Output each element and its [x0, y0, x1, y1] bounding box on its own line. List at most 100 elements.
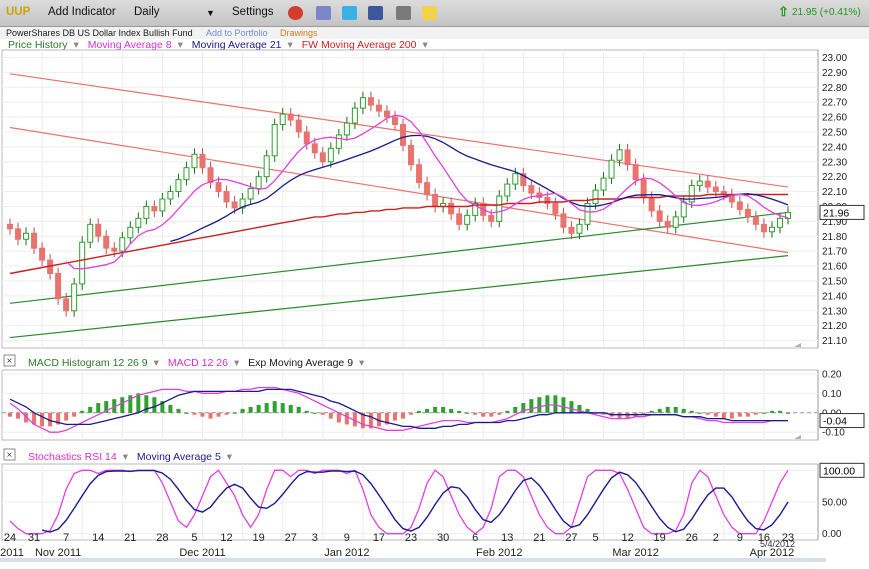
macd-histogram-bar	[401, 412, 406, 419]
chevron-down-icon[interactable]: ▾	[422, 39, 428, 51]
macd-panel-tick-label: 0.10	[822, 389, 842, 400]
channel-green-lower	[9, 255, 789, 339]
price-panel-tick-label: 21.60	[822, 262, 847, 273]
macd-histogram-bar	[569, 401, 574, 413]
channel-red-lower	[9, 126, 789, 254]
x-tick-label: 21	[124, 532, 136, 544]
legend-stoch-ma[interactable]: Moving Average 5	[136, 451, 221, 463]
macd-histogram-bar	[513, 406, 518, 413]
x-tick-label: 14	[92, 532, 104, 544]
candle-body	[528, 185, 535, 194]
macd-histogram-bar	[745, 412, 750, 417]
chevron-down-icon[interactable]: ▾	[359, 357, 365, 369]
ma21-line	[170, 134, 789, 243]
chevron-down-icon[interactable]: ▾	[226, 451, 233, 463]
legend-stoch-rsi[interactable]: Stochastics RSI 14	[28, 451, 117, 463]
macd-histogram-bar	[304, 410, 309, 413]
candle-body	[351, 107, 358, 124]
macd-histogram-bar	[368, 412, 373, 429]
candle-body	[199, 153, 206, 169]
candle-body	[424, 182, 431, 196]
x-tick-label: 6	[472, 532, 478, 544]
chevron-down-icon[interactable]: ▾	[73, 39, 79, 51]
alarm-clock-icon[interactable]	[288, 6, 303, 20]
macd-histogram-bar	[88, 406, 93, 413]
legend-macd-signal[interactable]: Exp Moving Average 9	[248, 357, 354, 369]
facebook-icon[interactable]	[368, 6, 383, 20]
candle-body	[712, 186, 719, 193]
chevron-down-icon[interactable]: ▾	[122, 451, 128, 463]
legend-ma200[interactable]: FW Moving Average 200	[301, 39, 417, 51]
legend-price-history[interactable]: Price History	[8, 39, 68, 51]
x-month-label: Nov 2011	[35, 547, 81, 559]
candle-body	[23, 232, 30, 240]
price-panel-tick-label: 22.20	[822, 172, 847, 183]
candle-body	[688, 185, 695, 203]
book-icon[interactable]	[316, 6, 331, 20]
legend-ma21[interactable]: Moving Average 21	[191, 39, 282, 51]
note-icon[interactable]	[422, 6, 437, 20]
symbol-label[interactable]: UUP	[6, 6, 31, 18]
candle-body	[616, 149, 623, 161]
macd-histogram-bar	[376, 412, 381, 427]
chevron-down-icon[interactable]: ▾	[287, 39, 293, 51]
x-tick-label: 21	[533, 532, 545, 544]
macd-histogram-bar	[601, 412, 606, 415]
candle-body	[47, 259, 54, 274]
settings-button[interactable]: Settings	[232, 6, 274, 18]
x-tick-label: 7	[63, 532, 69, 544]
macd-histogram-bar	[32, 412, 37, 425]
candle-body	[744, 208, 751, 218]
twitter-icon[interactable]	[342, 6, 357, 20]
candle-body	[95, 223, 102, 237]
candle-body	[408, 144, 415, 166]
candle-body	[672, 216, 679, 228]
price-panel-tick-label: 22.40	[822, 142, 847, 153]
stoch-last-value: 100.00	[823, 465, 855, 477]
chevron-down-icon[interactable]: ▾	[177, 39, 183, 51]
macd-last-value: -0.04	[823, 416, 847, 428]
macd-histogram-bar	[729, 412, 734, 419]
macd-histogram-bar	[529, 399, 534, 413]
chevron-down-icon[interactable]: ▼	[206, 8, 215, 18]
add-to-portfolio-link[interactable]: Add to Portfolio	[206, 28, 268, 38]
x-tick-label: 23	[782, 532, 794, 544]
macd-histogram-bar	[697, 412, 702, 414]
period-dropdown[interactable]: Daily	[134, 6, 160, 18]
candle-body	[71, 283, 78, 312]
candle-body	[79, 241, 86, 285]
add-indicator-button[interactable]: Add Indicator	[48, 6, 116, 18]
macd-histogram-bar	[465, 412, 470, 414]
drawings-link[interactable]: Drawings	[280, 28, 318, 38]
channel-green-upper	[9, 211, 789, 304]
printer-icon[interactable]	[396, 6, 411, 20]
macd-histogram-bar	[248, 406, 253, 413]
legend-macd-histogram[interactable]: MACD Histogram 12 26 9	[28, 357, 148, 369]
chevron-down-icon[interactable]: ▾	[233, 357, 240, 369]
macd-histogram-bar	[320, 412, 325, 415]
macd-panel-tick-label: -0.10	[822, 428, 845, 439]
macd-histogram-bar	[328, 412, 333, 419]
macd-histogram-bar	[553, 395, 558, 413]
candle-body	[279, 113, 286, 125]
price-panel-tick-label: 21.30	[822, 306, 847, 317]
macd-close-icon	[3, 354, 16, 367]
macd-panel-frame	[1, 369, 819, 441]
candle-body	[648, 197, 655, 212]
legend-ma8[interactable]: Moving Average 8	[87, 39, 172, 51]
candle-body	[456, 213, 463, 225]
x-tick-label: 5	[592, 532, 598, 544]
price-panel-tick-label: 21.10	[822, 336, 847, 347]
macd-panel-tick-label: 0.20	[822, 369, 842, 380]
candle-body	[640, 179, 647, 199]
candle-body	[335, 134, 342, 149]
macd-histogram-bar	[280, 403, 285, 413]
macd-histogram-bar	[152, 397, 157, 413]
candle-body	[111, 247, 118, 252]
chevron-down-icon[interactable]: ▾	[153, 357, 159, 369]
candle-body	[464, 214, 471, 225]
legend-macd-line[interactable]: MACD 12 26	[167, 357, 228, 369]
macd-histogram-bar	[649, 410, 654, 413]
stoch-close-icon	[3, 448, 16, 461]
macd-histogram-bar	[16, 412, 21, 419]
